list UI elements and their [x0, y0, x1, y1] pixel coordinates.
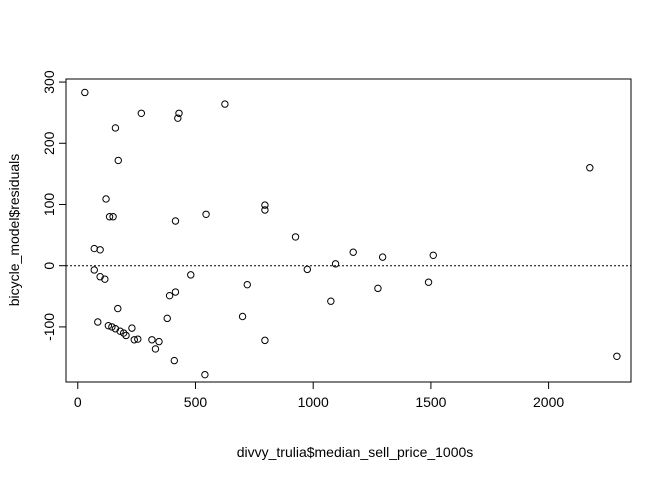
- data-point: [171, 288, 180, 296]
- data-point: [331, 260, 340, 268]
- data-point: [81, 88, 89, 97]
- data-point: [130, 336, 138, 344]
- data-point: [104, 321, 113, 330]
- x-tick-label: 500: [184, 394, 208, 410]
- data-point: [163, 314, 171, 323]
- data-point: [175, 109, 183, 117]
- data-point: [303, 265, 312, 274]
- data-point: [261, 206, 269, 214]
- data-point: [151, 345, 160, 353]
- data-point: [261, 336, 269, 345]
- data-point: [378, 253, 387, 261]
- y-tick-label: -100: [41, 313, 57, 341]
- data-point: [114, 156, 122, 165]
- y-tick-label: 0: [41, 262, 57, 270]
- data-point: [170, 356, 178, 365]
- data-point: [171, 217, 180, 225]
- data-point: [148, 336, 156, 344]
- data-point: [119, 329, 128, 337]
- data-point: [128, 324, 136, 332]
- data-point: [327, 297, 335, 305]
- data-point: [94, 318, 102, 326]
- data-point: [374, 284, 382, 293]
- data-point: [221, 100, 229, 108]
- y-tick-label: 200: [41, 131, 57, 155]
- data-point: [429, 251, 437, 259]
- data-point: [238, 312, 247, 321]
- data-point: [90, 266, 98, 274]
- data-point: [101, 275, 109, 283]
- data-point: [174, 114, 182, 122]
- x-axis: 0 500 1000 1500 2000: [74, 381, 564, 410]
- data-point: [102, 195, 110, 203]
- y-axis: -100 0 100 200 300: [41, 70, 67, 341]
- data-point: [155, 337, 163, 346]
- data-point: [96, 246, 104, 254]
- data-point: [165, 291, 174, 300]
- data-point: [109, 213, 117, 221]
- data-point: [137, 109, 146, 117]
- data-point: [291, 233, 300, 241]
- data-point: [613, 352, 621, 360]
- y-tick-label: 100: [41, 193, 57, 217]
- data-point: [424, 278, 433, 286]
- x-tick-label: 2000: [533, 394, 564, 410]
- data-point: [116, 327, 124, 335]
- data-point: [134, 335, 142, 343]
- data-point: [349, 248, 357, 256]
- y-axis-label: bicycle_model$residuals: [6, 154, 22, 307]
- data-point: [111, 124, 120, 132]
- x-tick-label: 0: [74, 394, 82, 410]
- data-point: [243, 280, 251, 289]
- data-point: [108, 323, 116, 331]
- data-point: [122, 331, 130, 340]
- x-axis-label: divvy_trulia$median_sell_price_1000s: [237, 444, 474, 460]
- x-tick-label: 1000: [298, 394, 329, 410]
- data-points: [81, 88, 621, 379]
- y-tick-label: 300: [41, 70, 57, 94]
- x-tick-label: 1500: [415, 394, 446, 410]
- data-point: [114, 304, 122, 313]
- data-point: [261, 201, 269, 209]
- data-point: [202, 210, 210, 218]
- data-point: [105, 213, 114, 221]
- data-point: [90, 244, 98, 253]
- data-point: [586, 164, 594, 172]
- data-point: [201, 370, 209, 379]
- data-point: [187, 271, 195, 279]
